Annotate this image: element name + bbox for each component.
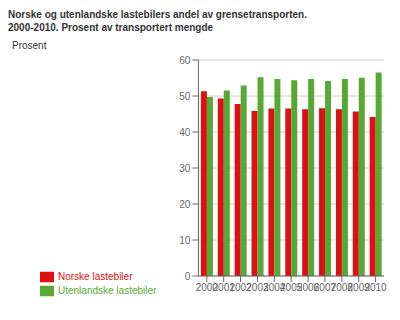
svg-text:60: 60 — [179, 55, 191, 66]
svg-text:20: 20 — [179, 199, 191, 210]
svg-text:2007: 2007 — [313, 282, 337, 294]
html-text:Norske lastebiler: Norske lastebiler — [58, 270, 133, 282]
svg-text:40: 40 — [179, 127, 191, 138]
svg-text:30: 30 — [179, 163, 191, 174]
svg-text:2002: 2002 — [229, 282, 252, 294]
svg-text:10: 10 — [179, 235, 191, 246]
html-text:2000-2010. Prosent av transpor: 2000-2010. Prosent av transportert mengd… — [8, 22, 214, 33]
svg-text:0: 0 — [185, 271, 191, 282]
svg-text:2009: 2009 — [347, 282, 370, 294]
svg-text:2003: 2003 — [246, 282, 269, 294]
svg-text:2008: 2008 — [330, 282, 353, 294]
svg-text:2006: 2006 — [296, 282, 320, 294]
html-text:Utenlandske lastebiler: Utenlandske lastebiler — [58, 284, 157, 296]
svg-text:2000: 2000 — [195, 282, 218, 294]
svg-text:50: 50 — [179, 91, 191, 102]
svg-text:2004: 2004 — [263, 282, 286, 294]
svg-text:2005: 2005 — [280, 282, 303, 294]
html-text:Norske og utenlandske lastebil: Norske og utenlandske lastebilers andel … — [8, 9, 307, 20]
svg-text:2001: 2001 — [212, 282, 235, 294]
svg-text:2010: 2010 — [364, 282, 387, 293]
html-text:Prosent: Prosent — [12, 40, 47, 51]
